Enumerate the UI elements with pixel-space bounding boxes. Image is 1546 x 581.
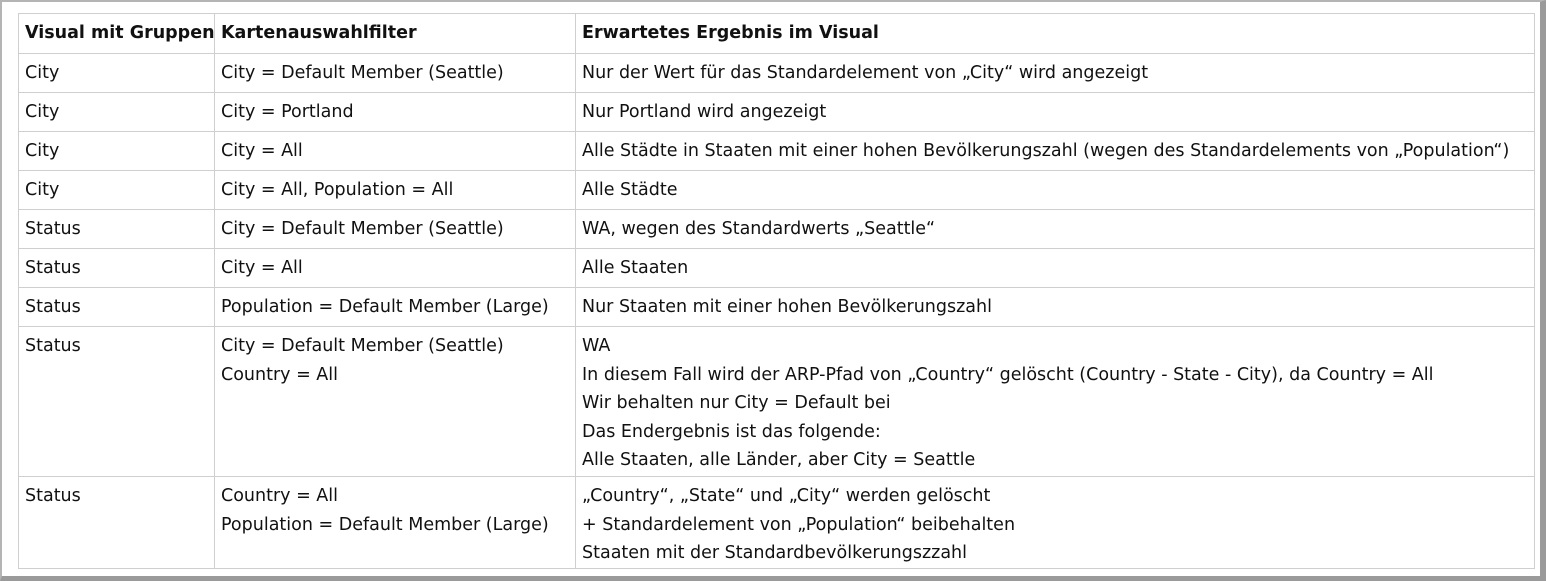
table-row: City City = Portland Nur Portland wird a… — [18, 92, 1535, 132]
cell-result: Alle Städte in Staaten mit einer hohen B… — [575, 131, 1535, 171]
result-line: Alle Städte in Staaten mit einer hohen B… — [582, 141, 1510, 161]
result-line: WA — [582, 336, 611, 356]
cell-group: Status — [18, 287, 215, 327]
cell-result: Alle Staaten — [575, 248, 1535, 288]
cell-group: City — [18, 92, 215, 132]
result-line: WA, wegen des Standardwerts „Seattle“ — [582, 219, 936, 239]
table-row: City City = All Alle Städte in Staaten m… — [18, 131, 1535, 171]
cell-result: Nur Portland wird angezeigt — [575, 92, 1535, 132]
cell-result: Alle Städte — [575, 170, 1535, 210]
filter-line: City = Default Member (Seattle) — [221, 63, 504, 83]
result-line: Nur Staaten mit einer hohen Bevölkerungs… — [582, 297, 992, 317]
table-row: Status Population = Default Member (Larg… — [18, 287, 1535, 327]
cell-filter: City = Default Member (Seattle) — [214, 209, 576, 249]
result-line: Das Endergebnis ist das folgende: — [582, 421, 881, 442]
cell-filter: City = All, Population = All — [214, 170, 576, 210]
cell-result: WA, wegen des Standardwerts „Seattle“ — [575, 209, 1535, 249]
cell-group: Status — [18, 476, 215, 569]
cell-group: Status — [18, 209, 215, 249]
filter-line: Population = Default Member (Large) — [221, 297, 549, 317]
filter-line: Country = All — [221, 364, 339, 385]
table-row: Status City = Default Member (Seattle) W… — [18, 209, 1535, 249]
result-line: „Country“, „State“ und „City“ werden gel… — [582, 486, 991, 506]
table-row: Status City = All Alle Staaten — [18, 248, 1535, 288]
header-visual-groups: Visual mit Gruppen — [18, 13, 215, 54]
cell-filter: City = Portland — [214, 92, 576, 132]
cell-group: City — [18, 131, 215, 171]
cell-filter: Country = All Population = Default Membe… — [214, 476, 576, 569]
result-line: Wir behalten nur City = Default bei — [582, 393, 891, 413]
cell-filter: City = Default Member (Seattle) Country … — [214, 326, 576, 477]
cell-group: City — [18, 53, 215, 93]
table-row: Status City = Default Member (Seattle) C… — [18, 326, 1535, 477]
table-row: City City = All, Population = All Alle S… — [18, 170, 1535, 210]
result-line: In diesem Fall wird der ARP-Pfad von „Co… — [582, 364, 1434, 385]
header-card-filter: Kartenauswahlfilter — [214, 13, 576, 54]
cell-filter: City = All — [214, 248, 576, 288]
header-expected-result: Erwartetes Ergebnis im Visual — [575, 13, 1535, 54]
result-line: Staaten mit der Standardbevölkerungszzah… — [582, 543, 968, 563]
cell-result: Nur der Wert für das Standardelement von… — [575, 53, 1535, 93]
filter-line: City = All — [221, 141, 303, 161]
filter-line: City = All — [221, 258, 303, 278]
cell-group: City — [18, 170, 215, 210]
filter-line: Country = All — [221, 486, 339, 506]
filter-line: City = Default Member (Seattle) — [221, 336, 504, 356]
cell-result: WA In diesem Fall wird der ARP-Pfad von … — [575, 326, 1535, 477]
result-line: Alle Staaten, alle Länder, aber City = S… — [582, 450, 976, 470]
filter-table: Visual mit Gruppen Kartenauswahlfilter E… — [18, 13, 1535, 569]
result-line: + Standardelement von „Population“ beibe… — [582, 514, 1016, 535]
filter-line: City = Default Member (Seattle) — [221, 219, 504, 239]
result-line: Alle Städte — [582, 180, 678, 200]
table-row: Status Country = All Population = Defaul… — [18, 476, 1535, 569]
filter-line: City = All, Population = All — [221, 180, 454, 200]
table-row: City City = Default Member (Seattle) Nur… — [18, 53, 1535, 93]
result-line: Nur der Wert für das Standardelement von… — [582, 63, 1149, 83]
cell-result: Nur Staaten mit einer hohen Bevölkerungs… — [575, 287, 1535, 327]
header-row: Visual mit Gruppen Kartenauswahlfilter E… — [18, 13, 1535, 54]
cell-filter: Population = Default Member (Large) — [214, 287, 576, 327]
cell-group: Status — [18, 248, 215, 288]
cell-filter: City = Default Member (Seattle) — [214, 53, 576, 93]
result-line: Nur Portland wird angezeigt — [582, 102, 827, 122]
filter-line: Population = Default Member (Large) — [221, 514, 549, 535]
cell-filter: City = All — [214, 131, 576, 171]
cell-group: Status — [18, 326, 215, 477]
filter-line: City = Portland — [221, 102, 354, 122]
result-line: Alle Staaten — [582, 258, 689, 278]
cell-result: „Country“, „State“ und „City“ werden gel… — [575, 476, 1535, 569]
